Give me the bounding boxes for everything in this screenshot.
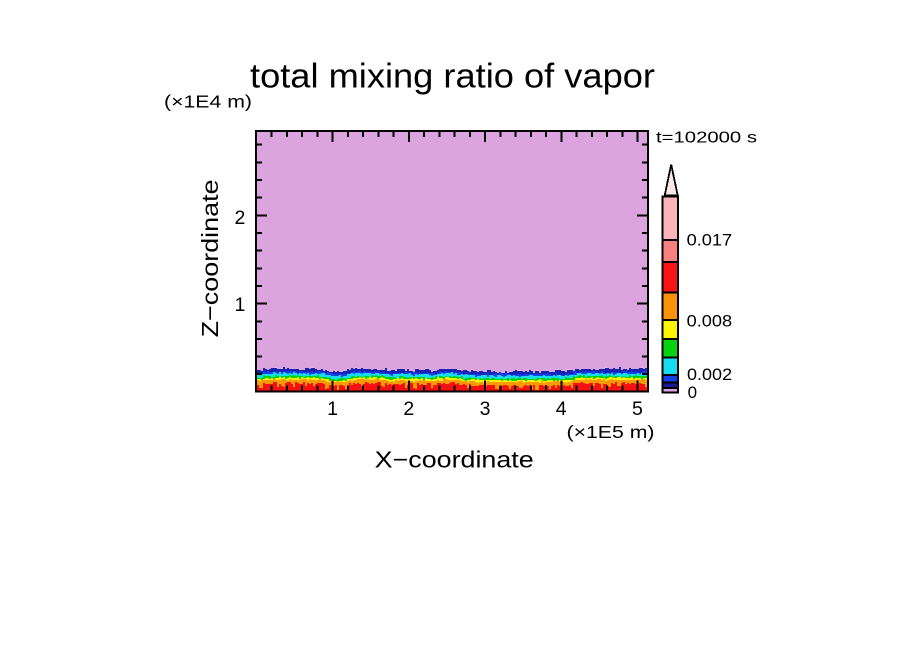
svg-text:0.002: 0.002 <box>687 365 732 384</box>
svg-text:4: 4 <box>556 398 567 420</box>
svg-text:0: 0 <box>688 383 697 402</box>
svg-text:t=102000 s: t=102000 s <box>656 129 757 146</box>
svg-text:1: 1 <box>234 294 245 316</box>
svg-text:0.017: 0.017 <box>687 231 733 250</box>
svg-text:total mixing ratio of vapor: total mixing ratio of vapor <box>250 58 655 96</box>
svg-text:5: 5 <box>632 398 643 420</box>
svg-text:(×1E5 m): (×1E5 m) <box>567 422 655 442</box>
svg-text:(×1E4 m): (×1E4 m) <box>164 92 252 112</box>
svg-text:1: 1 <box>327 398 338 420</box>
svg-text:X−coordinate: X−coordinate <box>375 447 534 473</box>
svg-text:0.008: 0.008 <box>687 312 733 331</box>
svg-text:2: 2 <box>234 207 245 229</box>
svg-text:2: 2 <box>403 398 414 420</box>
svg-text:3: 3 <box>480 398 491 420</box>
svg-text:Z−coordinate: Z−coordinate <box>197 179 223 337</box>
